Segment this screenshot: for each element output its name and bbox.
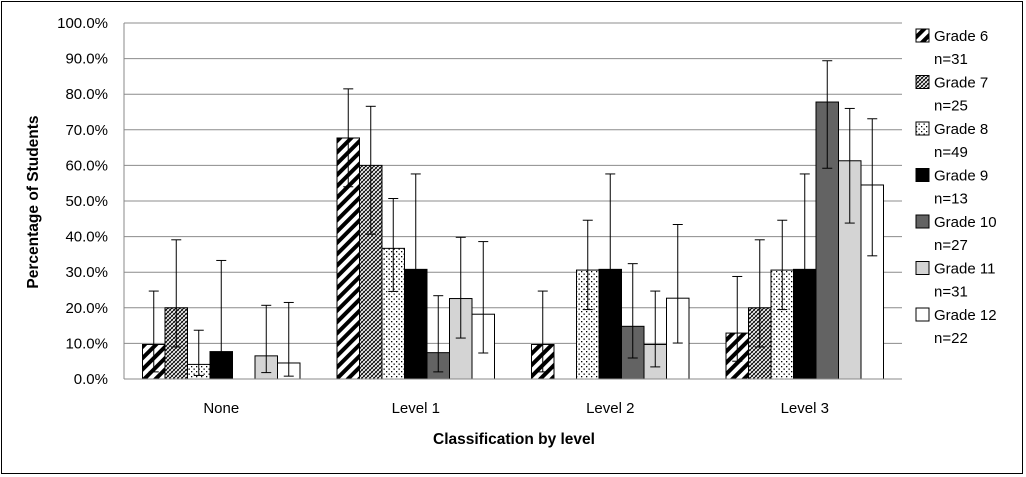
legend-item: Grade 9 n=13 bbox=[915, 168, 988, 208]
category-label: Level 1 bbox=[392, 400, 440, 417]
legend-sample-size: n=25 bbox=[934, 98, 968, 115]
error-bar bbox=[627, 263, 638, 359]
y-tick-label: 40.0% bbox=[65, 229, 108, 246]
legend-item: Grade 10 n=27 bbox=[915, 214, 997, 254]
legend-item: Grade 11 n=31 bbox=[915, 261, 995, 301]
legend-swatch bbox=[915, 28, 930, 43]
error-bar bbox=[148, 290, 159, 373]
legend-swatch bbox=[915, 75, 930, 89]
error-bar bbox=[193, 329, 204, 376]
error-bar bbox=[867, 118, 878, 257]
legend-sample-size: n=27 bbox=[934, 237, 968, 254]
error-bar bbox=[754, 239, 765, 348]
legend-series-name: Grade 7 bbox=[934, 75, 988, 92]
error-bar bbox=[388, 198, 399, 292]
y-axis-title: Percentage of Students bbox=[25, 115, 42, 288]
category-label: None bbox=[203, 400, 239, 417]
legend-series-name: Grade 8 bbox=[934, 121, 988, 138]
error-bar bbox=[261, 304, 272, 374]
error-bar bbox=[343, 88, 354, 188]
legend-sample-size: n=22 bbox=[934, 330, 968, 347]
legend-sample-size: n=31 bbox=[934, 284, 968, 301]
error-bar bbox=[672, 223, 683, 344]
legend-series-name: Grade 12 bbox=[934, 307, 997, 324]
error-bar bbox=[732, 275, 743, 362]
y-tick-label: 20.0% bbox=[65, 300, 108, 317]
error-bar bbox=[777, 219, 788, 311]
legend-item: Grade 6 n=31 bbox=[915, 28, 988, 68]
y-tick-label: 0.0% bbox=[74, 371, 108, 388]
legend-item: Grade 7 n=25 bbox=[915, 75, 988, 115]
error-bar bbox=[582, 219, 593, 311]
error-bar bbox=[283, 301, 294, 377]
category-labels: None Level 1 Level 2 Level 3 bbox=[203, 400, 829, 417]
error-bar bbox=[650, 290, 661, 368]
error-bar bbox=[455, 236, 466, 339]
legend-sample-size: n=49 bbox=[934, 144, 968, 161]
error-bar bbox=[844, 107, 855, 224]
y-tick-label: 50.0% bbox=[65, 193, 108, 210]
legend-series-name: Grade 10 bbox=[934, 214, 997, 231]
legend: Grade 6 n=31 Grade 7 n=25 Grade 8 n=49 Grade 9… bbox=[915, 28, 997, 347]
legend-item: Grade 8 n=49 bbox=[915, 121, 988, 161]
bars bbox=[142, 101, 884, 380]
error-bar bbox=[433, 295, 444, 373]
legend-series-name: Grade 6 bbox=[934, 28, 988, 45]
error-bar bbox=[799, 173, 810, 335]
error-bar bbox=[537, 290, 548, 373]
legend-swatch bbox=[915, 214, 930, 229]
y-tick-labels: 0.0% 10.0% 20.0% 30.0% 40.0% 50.0% 60.0% 70.0% 8… bbox=[57, 15, 108, 388]
legend-item: Grade 12 n=22 bbox=[915, 307, 997, 347]
y-tick-label: 30.0% bbox=[65, 264, 108, 281]
category-label: Level 2 bbox=[586, 400, 634, 417]
legend-sample-size: n=31 bbox=[934, 51, 968, 68]
error-bar bbox=[822, 60, 833, 169]
y-tick-label: 60.0% bbox=[65, 157, 108, 174]
error-bar bbox=[410, 173, 421, 335]
error-bar bbox=[605, 173, 616, 335]
legend-swatch bbox=[915, 121, 930, 136]
y-tick-label: 100.0% bbox=[57, 15, 108, 32]
y-tick-label: 90.0% bbox=[65, 51, 108, 68]
legend-swatch bbox=[915, 261, 930, 275]
legend-series-name: Grade 9 bbox=[934, 168, 988, 185]
y-tick-label: 70.0% bbox=[65, 122, 108, 139]
error-bar bbox=[365, 105, 376, 235]
y-tick-label: 80.0% bbox=[65, 86, 108, 103]
error-bar bbox=[171, 239, 182, 348]
legend-series-name: Grade 11 bbox=[934, 261, 995, 278]
legend-swatch bbox=[915, 168, 930, 182]
error-bars bbox=[148, 60, 878, 380]
category-label: Level 3 bbox=[781, 400, 829, 417]
legend-sample-size: n=13 bbox=[934, 191, 968, 208]
y-tick-label: 10.0% bbox=[65, 335, 108, 352]
legend-swatch bbox=[915, 307, 930, 322]
x-axis-title: Classification by level bbox=[433, 431, 595, 448]
error-bar bbox=[478, 241, 489, 354]
